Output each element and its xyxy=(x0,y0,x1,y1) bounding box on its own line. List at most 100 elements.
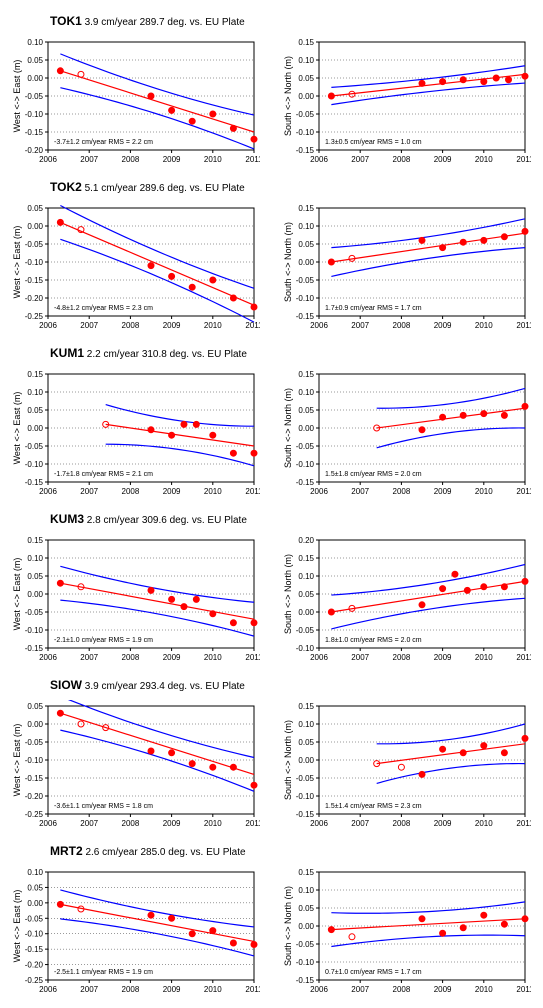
svg-text:West <-> East (m): West <-> East (m) xyxy=(12,392,22,465)
svg-text:2006: 2006 xyxy=(310,653,328,662)
TOK2-title: TOK2 5.1 cm/year 289.6 deg. vs. EU Plate xyxy=(10,180,533,194)
svg-text:2008: 2008 xyxy=(122,653,140,662)
svg-text:0.10: 0.10 xyxy=(298,572,314,581)
svg-text:West <-> East (m): West <-> East (m) xyxy=(12,558,22,631)
svg-text:South <-> North (m): South <-> North (m) xyxy=(283,720,293,800)
svg-text:1.7±0.9 cm/year RMS = 1.7 cm: 1.7±0.9 cm/year RMS = 1.7 cm xyxy=(325,305,422,312)
svg-text:-0.05: -0.05 xyxy=(295,940,314,949)
svg-text:0.05: 0.05 xyxy=(27,406,43,415)
svg-text:0.15: 0.15 xyxy=(298,370,314,379)
svg-text:South <-> North (m): South <-> North (m) xyxy=(283,222,293,302)
svg-text:0.05: 0.05 xyxy=(27,572,43,581)
station-subtitle: 2.2 cm/year 310.8 deg. vs. EU Plate xyxy=(84,349,247,360)
svg-text:South <-> North (m): South <-> North (m) xyxy=(283,886,293,966)
svg-text:-0.15: -0.15 xyxy=(25,644,44,653)
svg-text:2008: 2008 xyxy=(122,819,140,828)
svg-text:-0.10: -0.10 xyxy=(25,930,44,939)
svg-text:2011: 2011 xyxy=(245,653,260,662)
svg-text:-0.05: -0.05 xyxy=(295,774,314,783)
svg-text:-0.05: -0.05 xyxy=(295,276,314,285)
svg-text:0.00: 0.00 xyxy=(27,720,43,729)
station-name: TOK2 xyxy=(50,180,82,194)
svg-text:0.10: 0.10 xyxy=(298,56,314,65)
station-name: KUM1 xyxy=(50,346,84,360)
svg-text:0.00: 0.00 xyxy=(298,608,314,617)
svg-text:2007: 2007 xyxy=(80,653,98,662)
TOK1-title: TOK1 3.9 cm/year 289.7 deg. vs. EU Plate xyxy=(10,14,533,28)
svg-text:2006: 2006 xyxy=(310,819,328,828)
svg-text:2011: 2011 xyxy=(516,487,531,496)
svg-text:-0.10: -0.10 xyxy=(25,756,44,765)
svg-text:2007: 2007 xyxy=(80,487,98,496)
KUM3-title: KUM3 2.8 cm/year 309.6 deg. vs. EU Plate xyxy=(10,512,533,526)
station-name: KUM3 xyxy=(50,512,84,526)
svg-text:2006: 2006 xyxy=(39,985,57,994)
svg-text:-0.20: -0.20 xyxy=(25,961,44,970)
svg-text:0.15: 0.15 xyxy=(298,868,314,877)
svg-text:-0.15: -0.15 xyxy=(295,478,314,487)
svg-text:2009: 2009 xyxy=(433,985,451,994)
svg-text:2010: 2010 xyxy=(474,487,492,496)
svg-text:0.05: 0.05 xyxy=(298,904,314,913)
svg-text:-2.5±1.1 cm/year RMS = 1.9 cm: -2.5±1.1 cm/year RMS = 1.9 cm xyxy=(54,969,153,976)
svg-text:2011: 2011 xyxy=(245,819,260,828)
svg-text:2007: 2007 xyxy=(351,819,369,828)
svg-text:0.00: 0.00 xyxy=(27,899,43,908)
KUM1-north-panel: -0.15-0.10-0.050.000.050.100.15200620072… xyxy=(281,368,534,500)
svg-text:2007: 2007 xyxy=(351,653,369,662)
station-subtitle: 5.1 cm/year 289.6 deg. vs. EU Plate xyxy=(82,183,245,194)
svg-text:-0.10: -0.10 xyxy=(295,128,314,137)
svg-text:-0.20: -0.20 xyxy=(25,146,44,155)
svg-text:West <-> East (m): West <-> East (m) xyxy=(12,890,22,963)
svg-text:0.7±1.0 cm/year RMS = 1.7 cm: 0.7±1.0 cm/year RMS = 1.7 cm xyxy=(325,969,422,976)
svg-text:2009: 2009 xyxy=(433,653,451,662)
station-name: TOK1 xyxy=(50,14,82,28)
svg-text:2006: 2006 xyxy=(39,653,57,662)
svg-text:2008: 2008 xyxy=(392,819,410,828)
svg-text:0.05: 0.05 xyxy=(298,406,314,415)
svg-text:0.10: 0.10 xyxy=(27,38,43,47)
svg-text:2010: 2010 xyxy=(204,653,222,662)
svg-text:2006: 2006 xyxy=(310,985,328,994)
svg-text:-0.25: -0.25 xyxy=(25,312,44,321)
svg-text:2008: 2008 xyxy=(392,653,410,662)
svg-text:2006: 2006 xyxy=(310,321,328,330)
svg-text:2011: 2011 xyxy=(245,321,260,330)
svg-text:1.5±1.4 cm/year RMS = 2.3 cm: 1.5±1.4 cm/year RMS = 2.3 cm xyxy=(325,803,422,810)
svg-text:-0.15: -0.15 xyxy=(295,810,314,819)
svg-text:-0.10: -0.10 xyxy=(295,294,314,303)
svg-text:South <-> North (m): South <-> North (m) xyxy=(283,56,293,136)
svg-text:2006: 2006 xyxy=(310,487,328,496)
svg-text:0.15: 0.15 xyxy=(298,702,314,711)
svg-text:0.00: 0.00 xyxy=(298,92,314,101)
svg-text:-0.05: -0.05 xyxy=(295,626,314,635)
svg-text:2007: 2007 xyxy=(80,155,98,164)
svg-text:2006: 2006 xyxy=(39,487,57,496)
svg-text:-0.25: -0.25 xyxy=(25,810,44,819)
svg-text:2008: 2008 xyxy=(392,985,410,994)
svg-text:2010: 2010 xyxy=(204,819,222,828)
svg-text:0.10: 0.10 xyxy=(27,554,43,563)
svg-text:2009: 2009 xyxy=(163,321,181,330)
svg-text:0.10: 0.10 xyxy=(27,868,43,877)
svg-text:-0.15: -0.15 xyxy=(25,128,44,137)
svg-text:-0.10: -0.10 xyxy=(295,958,314,967)
chart-grid: TOK1 3.9 cm/year 289.7 deg. vs. EU Plate… xyxy=(10,10,533,998)
svg-text:2008: 2008 xyxy=(122,985,140,994)
svg-text:-0.15: -0.15 xyxy=(295,312,314,321)
svg-text:0.05: 0.05 xyxy=(27,702,43,711)
station-subtitle: 3.9 cm/year 293.4 deg. vs. EU Plate xyxy=(82,681,245,692)
SIOW-title: SIOW 3.9 cm/year 293.4 deg. vs. EU Plate xyxy=(10,678,533,692)
svg-text:-3.6±1.1 cm/year RMS = 1.8 cm: -3.6±1.1 cm/year RMS = 1.8 cm xyxy=(54,803,153,810)
svg-text:-0.10: -0.10 xyxy=(295,460,314,469)
svg-text:2006: 2006 xyxy=(39,155,57,164)
svg-text:-0.10: -0.10 xyxy=(295,644,314,653)
svg-text:2010: 2010 xyxy=(474,653,492,662)
svg-text:0.10: 0.10 xyxy=(27,388,43,397)
TOK2-east-panel: -0.25-0.20-0.15-0.10-0.050.000.052006200… xyxy=(10,202,263,334)
MRT2-title: MRT2 2.6 cm/year 285.0 deg. vs. EU Plate xyxy=(10,844,533,858)
svg-text:-0.15: -0.15 xyxy=(295,976,314,985)
svg-text:-0.10: -0.10 xyxy=(25,460,44,469)
svg-text:0.05: 0.05 xyxy=(298,738,314,747)
svg-text:-0.15: -0.15 xyxy=(25,774,44,783)
